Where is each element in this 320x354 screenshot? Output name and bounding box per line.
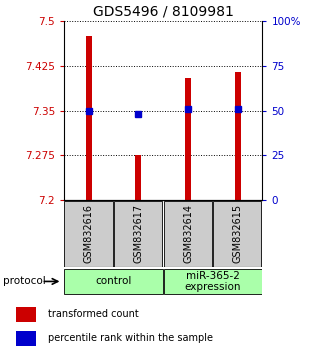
Bar <box>185 78 191 200</box>
Bar <box>86 36 92 200</box>
Text: miR-365-2
expression: miR-365-2 expression <box>185 270 241 292</box>
Bar <box>164 269 262 294</box>
Text: transformed count: transformed count <box>48 309 139 319</box>
Bar <box>164 201 212 267</box>
Title: GDS5496 / 8109981: GDS5496 / 8109981 <box>93 5 234 19</box>
Bar <box>135 155 141 200</box>
Text: GSM832615: GSM832615 <box>233 204 243 263</box>
Bar <box>16 331 36 346</box>
Text: percentile rank within the sample: percentile rank within the sample <box>48 333 213 343</box>
Bar <box>114 201 162 267</box>
Bar <box>16 307 36 322</box>
Text: GSM832614: GSM832614 <box>183 204 193 263</box>
Text: control: control <box>95 276 132 286</box>
Bar <box>235 72 241 200</box>
Bar <box>65 201 113 267</box>
Text: GSM832617: GSM832617 <box>133 204 143 263</box>
Text: GSM832616: GSM832616 <box>84 204 94 263</box>
Text: protocol: protocol <box>3 276 46 286</box>
Bar <box>213 201 261 267</box>
Bar <box>65 269 163 294</box>
